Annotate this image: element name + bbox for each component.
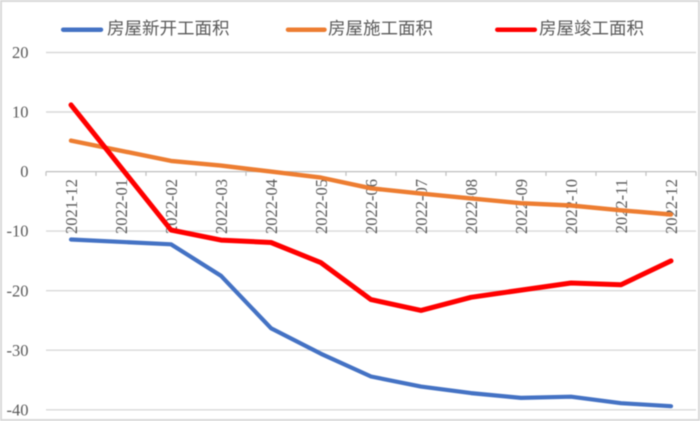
svg-text:2022-03: 2022-03 <box>212 179 231 234</box>
svg-text:2022-02: 2022-02 <box>162 179 181 234</box>
svg-text:2021-12: 2021-12 <box>62 179 81 234</box>
svg-text:2022-09: 2022-09 <box>512 179 531 234</box>
svg-text:10: 10 <box>12 103 29 122</box>
svg-text:-40: -40 <box>7 400 29 419</box>
svg-text:2022-05: 2022-05 <box>312 179 331 234</box>
svg-text:2022-06: 2022-06 <box>362 179 381 234</box>
svg-text:2022-04: 2022-04 <box>262 179 281 234</box>
svg-text:2022-07: 2022-07 <box>412 179 431 234</box>
svg-text:-10: -10 <box>7 222 29 241</box>
svg-text:2022-08: 2022-08 <box>462 179 481 234</box>
svg-text:0: 0 <box>20 162 28 181</box>
svg-text:-30: -30 <box>7 341 29 360</box>
svg-text:2022-12: 2022-12 <box>662 179 681 234</box>
svg-text:2022-01: 2022-01 <box>112 179 131 234</box>
svg-text:-20: -20 <box>7 281 29 300</box>
svg-text:20: 20 <box>12 43 29 62</box>
svg-text:2022-11: 2022-11 <box>612 179 631 233</box>
